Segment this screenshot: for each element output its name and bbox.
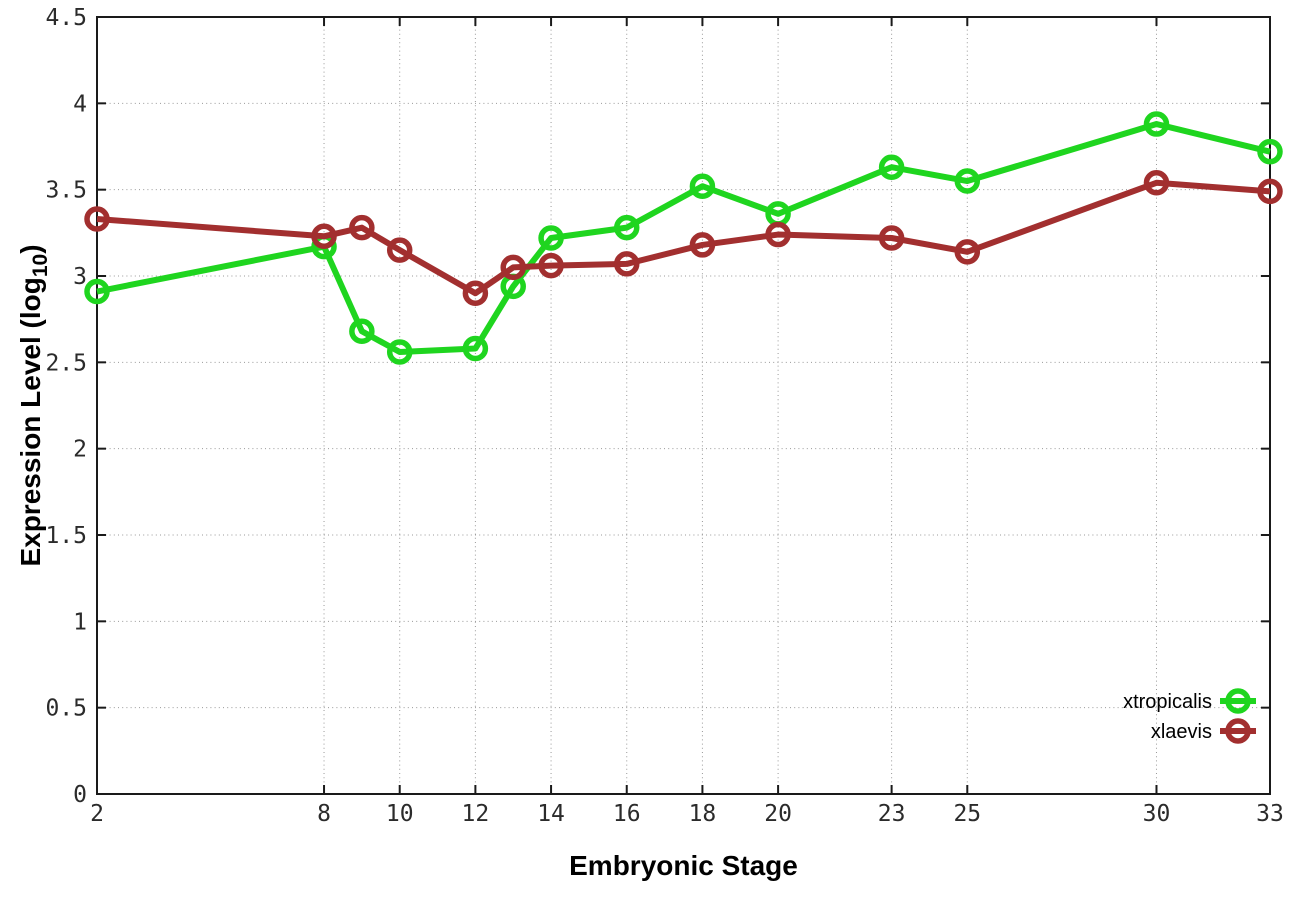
y-axis-label-end: ) (15, 244, 46, 253)
x-tick-label: 33 (1256, 801, 1284, 827)
x-tick-label: 10 (386, 801, 414, 827)
data-point-marker-xlaevis (500, 254, 526, 281)
data-point-marker-xlaevis (689, 232, 716, 258)
y-tick-label: 1 (73, 609, 87, 635)
y-tick-label: 4.5 (45, 5, 87, 31)
y-tick-label: 2.5 (45, 350, 87, 376)
x-tick-label: 8 (317, 801, 331, 827)
data-point-marker-xtropicalis (1143, 111, 1170, 137)
x-tick-label: 18 (689, 801, 717, 827)
data-point-marker-xtropicalis (84, 278, 110, 305)
data-point-marker-xtropicalis (462, 335, 489, 362)
data-point-marker-xlaevis (311, 223, 337, 250)
x-tick-label: 30 (1143, 801, 1171, 827)
data-point-marker-xtropicalis (954, 168, 981, 194)
y-tick-label: 0 (73, 782, 87, 808)
y-tick-label: 0.5 (45, 696, 87, 722)
y-axis-label-main: Expression Level (log (15, 277, 46, 566)
legend-marker-xtropicalis (1225, 688, 1251, 714)
y-axis-label: Expression Level (log10) (15, 244, 52, 566)
y-axis-label-subscript: 10 (29, 254, 52, 277)
data-point-marker-xtropicalis (386, 339, 413, 365)
data-point-marker-xlaevis (462, 280, 489, 307)
x-tick-label: 2 (90, 801, 104, 827)
legend-label-xlaevis: xlaevis (1151, 721, 1212, 743)
series-line-xtropicalis (96, 121, 1271, 355)
x-tick-label: 20 (764, 801, 792, 827)
x-tick-label: 16 (613, 801, 641, 827)
x-tick-label: 14 (537, 801, 565, 827)
legend-marker-xlaevis (1225, 718, 1251, 744)
y-tick-label: 3.5 (45, 178, 87, 204)
x-tick-label: 25 (953, 801, 981, 827)
data-point-marker-xtropicalis (613, 214, 640, 241)
legend-label-xtropicalis: xtropicalis (1123, 691, 1212, 713)
data-point-marker-xlaevis (84, 206, 110, 232)
data-point-marker-xlaevis (538, 252, 564, 279)
data-point-marker-xtropicalis (1257, 138, 1283, 165)
data-point-marker-xlaevis (1257, 178, 1283, 205)
data-point-marker-xlaevis (1143, 170, 1170, 196)
data-point-marker-xtropicalis (349, 318, 375, 345)
data-point-marker-xlaevis (613, 251, 640, 277)
x-tick-label: 12 (462, 801, 490, 827)
data-point-marker-xtropicalis (689, 173, 716, 199)
y-tick-label: 3 (73, 264, 87, 290)
y-tick-label: 2 (73, 437, 87, 463)
y-tick-label: 4 (73, 91, 87, 117)
data-point-marker-xtropicalis (878, 154, 905, 180)
data-point-marker-xlaevis (954, 239, 981, 265)
y-tick-label: 1.5 (45, 523, 87, 549)
x-axis-label: Embryonic Stage (569, 850, 798, 881)
plot-border (96, 16, 1271, 795)
data-point-marker-xlaevis (386, 237, 413, 263)
x-tick-label: 23 (878, 801, 906, 827)
data-point-marker-xlaevis (765, 221, 791, 248)
data-point-marker-xlaevis (349, 214, 375, 241)
data-point-marker-xtropicalis (538, 225, 564, 251)
data-point-marker-xlaevis (878, 225, 905, 251)
